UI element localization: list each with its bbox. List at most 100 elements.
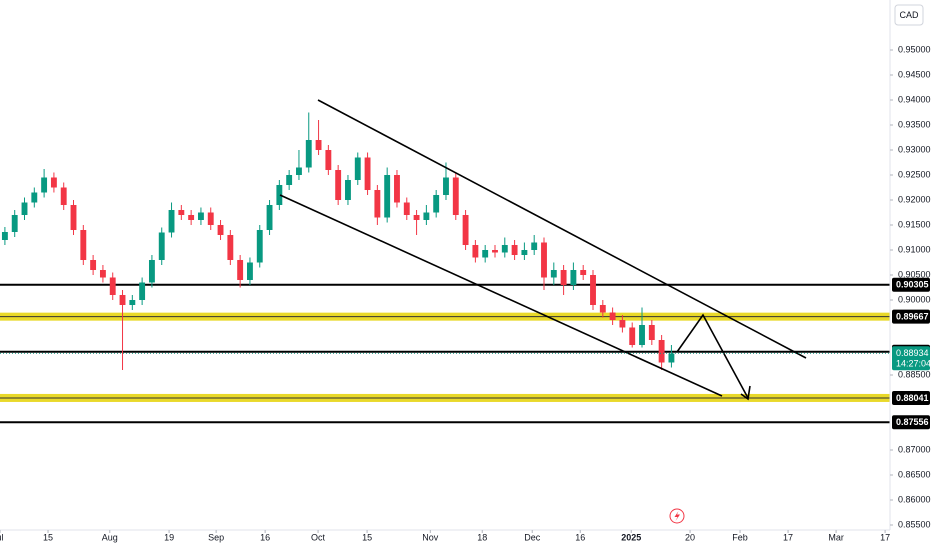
y-tick-label: 0.86500 <box>898 469 931 479</box>
candle <box>109 272 116 300</box>
y-tick-label: 0.92000 <box>898 194 931 204</box>
candle-body <box>148 260 155 283</box>
arrow-head <box>740 385 751 401</box>
candle-body <box>50 177 57 188</box>
y-tick-label: 0.93500 <box>898 119 931 129</box>
candle <box>217 220 224 240</box>
candle-body <box>403 202 410 215</box>
y-tick-label: 0.91000 <box>898 244 931 254</box>
candle-body <box>256 230 263 263</box>
candle <box>90 255 97 275</box>
candle-body <box>139 282 146 300</box>
candle <box>1 227 8 245</box>
candle <box>129 295 136 310</box>
last-price-label: 0.88934 <box>896 348 929 358</box>
x-tick-label: Nov <box>422 532 439 542</box>
candle-body <box>472 245 479 258</box>
candle-body <box>90 260 97 270</box>
x-tick-label: 17 <box>783 532 793 542</box>
candle <box>256 225 263 268</box>
candle-body <box>217 225 224 235</box>
candle-body <box>590 275 596 305</box>
x-tick-label: 18 <box>477 532 487 542</box>
drawings <box>279 99 807 401</box>
candle <box>148 255 155 288</box>
candle-body <box>394 175 400 203</box>
candle <box>384 167 391 223</box>
candle-body <box>599 305 606 313</box>
candle <box>668 345 675 368</box>
candle-body <box>609 312 616 320</box>
candle <box>168 202 175 238</box>
candle-body <box>423 212 430 220</box>
x-tick-label: Oct <box>311 532 326 542</box>
level-badge-label: 0.88041 <box>896 393 929 403</box>
candle-body <box>99 270 106 278</box>
x-tick-label: 17 <box>880 532 890 542</box>
candle-body <box>178 210 185 215</box>
level-badge <box>892 415 930 430</box>
candle <box>472 240 479 263</box>
x-tick-label: 15 <box>362 532 372 542</box>
candle <box>531 235 538 255</box>
candle <box>619 315 626 333</box>
candle <box>315 120 322 155</box>
candle-body <box>384 175 391 218</box>
y-tick-label: 0.94500 <box>898 69 931 79</box>
candle <box>629 322 636 348</box>
candle <box>658 335 665 370</box>
candle <box>70 200 77 235</box>
candle <box>501 237 508 258</box>
y-tick-label: 0.90500 <box>898 269 931 279</box>
candle-body <box>305 140 312 168</box>
candle <box>345 175 351 205</box>
candle <box>452 172 459 220</box>
candle <box>364 152 371 195</box>
candle-body <box>266 205 273 230</box>
candle <box>11 210 18 237</box>
candle <box>31 187 38 208</box>
level-badge <box>892 390 930 405</box>
candle <box>560 265 567 295</box>
event-icon <box>669 508 685 524</box>
candle <box>394 170 400 208</box>
candle <box>286 170 293 190</box>
currency-box <box>894 4 924 26</box>
candle-body <box>482 250 489 258</box>
candle-body <box>354 157 361 180</box>
candle <box>423 205 430 225</box>
x-tick-label: 20 <box>685 532 695 542</box>
candle-body <box>345 180 351 200</box>
y-tick-label: 0.91500 <box>898 219 931 229</box>
candle <box>305 112 312 173</box>
candle-body <box>521 250 528 255</box>
candle <box>60 182 67 210</box>
candle-body <box>315 140 322 150</box>
candle-body <box>511 245 518 255</box>
lower-trend-line <box>279 194 723 397</box>
candle-body <box>501 245 508 253</box>
candle-body <box>129 300 136 305</box>
candle-body <box>374 190 381 218</box>
x-tick-label: Sep <box>208 532 224 542</box>
x-tick-label: Dec <box>524 532 541 542</box>
candle <box>227 230 234 265</box>
y-tick-label: 0.86000 <box>898 494 931 504</box>
candle <box>403 197 410 220</box>
candle <box>119 290 126 370</box>
candle-body <box>31 192 38 203</box>
plot-area <box>0 112 890 424</box>
y-tick-label: 0.92500 <box>898 169 931 179</box>
candle <box>178 205 185 220</box>
candle <box>237 255 244 288</box>
candle-body <box>443 177 449 195</box>
y-tick-label: 0.95000 <box>898 44 931 54</box>
candle <box>50 172 57 193</box>
candle-body <box>639 325 645 345</box>
candle <box>99 265 106 283</box>
x-tick-label: 16 <box>575 532 585 542</box>
y-tick-label: 0.93000 <box>898 144 931 154</box>
candle <box>296 150 302 180</box>
candle <box>188 210 195 225</box>
